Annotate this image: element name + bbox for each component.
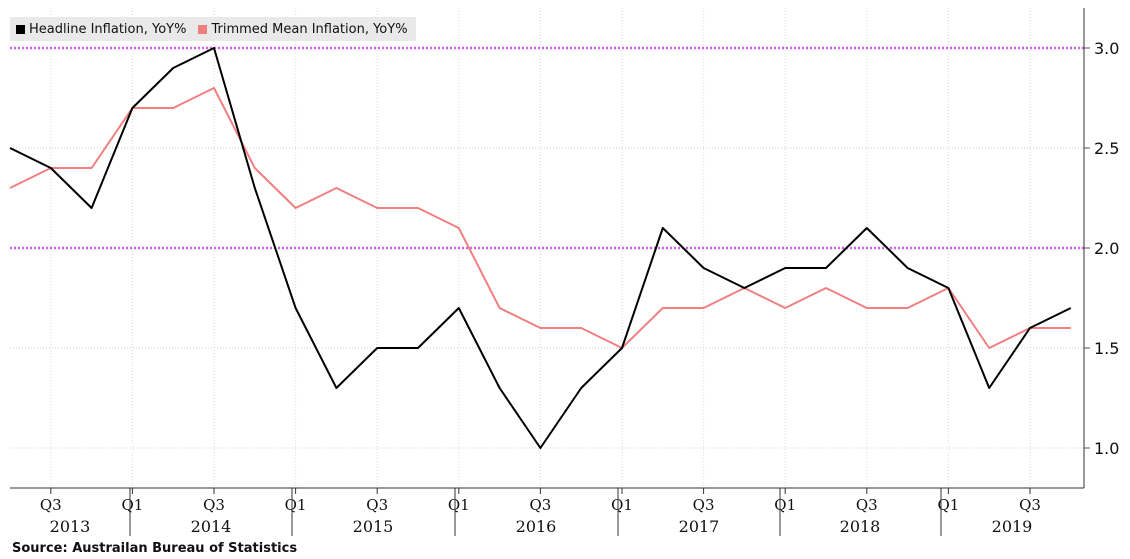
x-tick-label: Q3 — [40, 496, 62, 514]
series-line-trimmed-mean — [9, 87, 1071, 349]
year-label: 2013 — [50, 517, 91, 536]
legend-swatch-trimmed-mean — [198, 24, 208, 34]
source-note: Source: Austrailan Bureau of Statistics — [12, 541, 298, 556]
legend-swatch-headline — [16, 24, 25, 34]
reference-lines: RBA Target Band — [10, 27, 1084, 250]
year-label: 2015 — [353, 517, 394, 536]
x-tick-label: Q3 — [856, 496, 878, 514]
x-tick-label: Q1 — [774, 496, 796, 514]
year-label: 2018 — [840, 517, 881, 536]
x-tick-label: Q1 — [448, 496, 470, 514]
year-label: 2017 — [679, 517, 720, 536]
x-tick-label: Q1 — [611, 496, 633, 514]
legend-item-headline: Headline Inflation, YoY% — [16, 22, 186, 37]
x-tick-label: Q3 — [203, 496, 225, 514]
axes: 1.0 1.5 2.0 2.5 3.0 Q3 Q1 Q3 Q1 Q3 Q1 Q3 Q1 Q3 Q1 Q3 Q1 Q… — [10, 8, 1119, 536]
legend-label-trimmed-mean: Trimmed Mean Inflation, YoY% — [211, 21, 408, 37]
y-tick-label: 2.5 — [1094, 139, 1119, 158]
x-tick-label: Q1 — [121, 496, 143, 514]
year-label: 2016 — [516, 517, 557, 536]
x-tick-label: Q3 — [693, 496, 715, 514]
series-group — [9, 47, 1072, 449]
legend: Headline Inflation, YoY% Trimmed Mean In… — [10, 17, 416, 41]
x-tick-label: Q3 — [366, 496, 388, 514]
legend-label-headline: Headline Inflation, YoY% — [29, 21, 187, 37]
y-tick-label: 2.0 — [1094, 239, 1119, 258]
year-label: 2019 — [992, 517, 1033, 536]
x-tick-label: Q1 — [285, 496, 307, 514]
x-tick-label: Q1 — [937, 496, 959, 514]
year-label: 2014 — [191, 517, 232, 536]
x-tick-label: Q3 — [1019, 496, 1041, 514]
x-tick-label: Q3 — [529, 496, 551, 514]
series-line-headline — [9, 47, 1072, 449]
y-tick-label: 1.0 — [1094, 439, 1119, 458]
y-tick-label: 3.0 — [1094, 39, 1119, 58]
legend-item-trimmed-mean: Trimmed Mean Inflation, YoY% — [198, 21, 408, 37]
y-tick-label: 1.5 — [1094, 339, 1119, 358]
